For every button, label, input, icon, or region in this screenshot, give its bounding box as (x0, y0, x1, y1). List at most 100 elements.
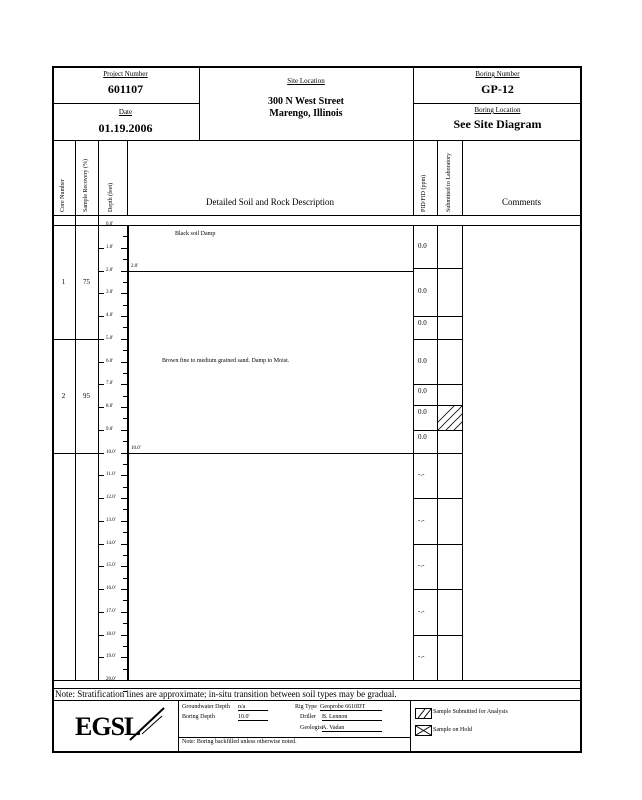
groundwater-depth: n/a (238, 704, 268, 711)
depth-half-tick (123, 281, 127, 283)
depth-tick-label: 0.0' (106, 222, 114, 227)
geologist-label: Geologist (300, 725, 324, 731)
divider (410, 700, 411, 752)
depth-tick (98, 475, 104, 477)
depth-half-tick (123, 304, 127, 306)
depth-tick-label: 17.0' (106, 608, 116, 614)
depth-half-tick (123, 395, 127, 397)
depth-tick (98, 543, 104, 545)
site-location-label: Site Location (287, 77, 325, 85)
strata-depth-label: 2.0' (131, 263, 139, 269)
depth-tick (121, 429, 127, 431)
depth-half-tick (123, 259, 127, 261)
depth-tick (98, 634, 104, 636)
depth-tick (98, 270, 104, 272)
boring-depth-label: Boring Depth (182, 714, 215, 720)
col-depth: Depth (feet) (108, 182, 114, 212)
hatched-legend-icon (415, 708, 432, 719)
pid-reading: 0.0 (418, 319, 427, 327)
depth-tick-label: 18.0' (106, 631, 116, 637)
rig-type: Geoprobe 6610DT (320, 704, 382, 711)
depth-tick (98, 657, 104, 659)
core-number: 2 (61, 391, 66, 400)
date-label: Date (118, 108, 133, 116)
egsl-logo: EGSL (75, 712, 141, 741)
depth-tick (98, 566, 104, 568)
pid-reading: 0.0 (418, 407, 427, 416)
depth-half-tick (123, 554, 127, 556)
depth-half-tick (123, 691, 127, 693)
core-boundary (52, 680, 582, 681)
depth-tick-label: 2.0' (106, 267, 114, 273)
depth-tick (98, 589, 104, 590)
boring-number-label: Boring Number (475, 70, 520, 78)
sample-submitted-hatch-icon (438, 404, 462, 430)
depth-tick-label: 9.0' (106, 426, 114, 432)
depth-tick-label: 20.0' (106, 677, 116, 682)
depth-half-tick (123, 532, 127, 534)
pid-boundary (413, 404, 462, 406)
pid-reading: -.- (418, 561, 425, 570)
pid-reading: 0.0 (418, 287, 427, 296)
divider (75, 140, 76, 680)
depth-tick (121, 611, 127, 613)
col-description: Detailed Soil and Rock Description (206, 197, 334, 207)
depth-half-tick (123, 486, 127, 488)
depth-tick (121, 316, 127, 317)
strata-description: Brown fine to medium grained sand. Damp … (162, 357, 290, 364)
depth-tick (121, 452, 127, 454)
divider (52, 215, 582, 216)
site-location-line1: 300 N West Street (267, 96, 344, 107)
pid-reading: -.- (418, 652, 425, 661)
core-recovery: 75 (83, 277, 90, 286)
depth-tick (98, 361, 104, 363)
depth-tick (98, 452, 104, 454)
divider (462, 140, 463, 215)
depth-tick (98, 429, 104, 431)
divider (52, 225, 582, 226)
depth-half-tick (123, 577, 127, 579)
depth-tick (121, 498, 127, 499)
pid-boundary (413, 498, 462, 499)
depth-tick (98, 384, 104, 386)
core-recovery: 95 (83, 391, 90, 400)
pid-boundary (413, 316, 462, 317)
depth-half-tick (123, 372, 127, 374)
pid-boundary (413, 452, 462, 454)
boring-location-label: Boring Location (474, 106, 521, 114)
rig-type-label: Rig Type (295, 704, 317, 710)
depth-tick (121, 657, 127, 659)
depth-half-tick (123, 645, 127, 647)
depth-tick (121, 247, 127, 249)
depth-half-tick (123, 441, 127, 443)
depth-tick-label: 6.0' (106, 358, 114, 364)
depth-tick-label: 12.0' (106, 495, 116, 500)
depth-tick-label: 5.0' (106, 335, 114, 341)
depth-tick (98, 247, 104, 249)
pid-reading: 0.0 (418, 356, 427, 365)
depth-tick (121, 384, 127, 386)
divider (98, 140, 99, 680)
col-pid: PID/FID (ppm) (421, 174, 427, 212)
depth-half-tick (123, 418, 127, 420)
col-sample-recovery: Sample Recovery (%) (83, 159, 89, 212)
project-number-label: Project Number (103, 70, 148, 78)
pid-boundary (413, 634, 462, 636)
depth-tick (121, 520, 127, 522)
depth-tick-label: 19.0' (106, 654, 116, 660)
divider (52, 140, 582, 141)
depth-tick-label: 1.0' (106, 244, 114, 250)
pid-boundary (413, 338, 462, 340)
pid-reading: -.- (418, 606, 425, 615)
date: 01.19.2006 (98, 121, 153, 135)
depth-tick-label: 8.0' (106, 404, 114, 409)
depth-tick (98, 293, 104, 295)
project-number: 601107 (107, 82, 144, 96)
depth-tick-label: 15.0' (106, 563, 116, 569)
divider (413, 103, 582, 104)
strata-line (127, 452, 413, 454)
depth-half-tick (123, 509, 127, 511)
divider (178, 737, 410, 738)
note-text: Note: Stratification lines are approxima… (55, 689, 397, 699)
divider (437, 140, 438, 215)
